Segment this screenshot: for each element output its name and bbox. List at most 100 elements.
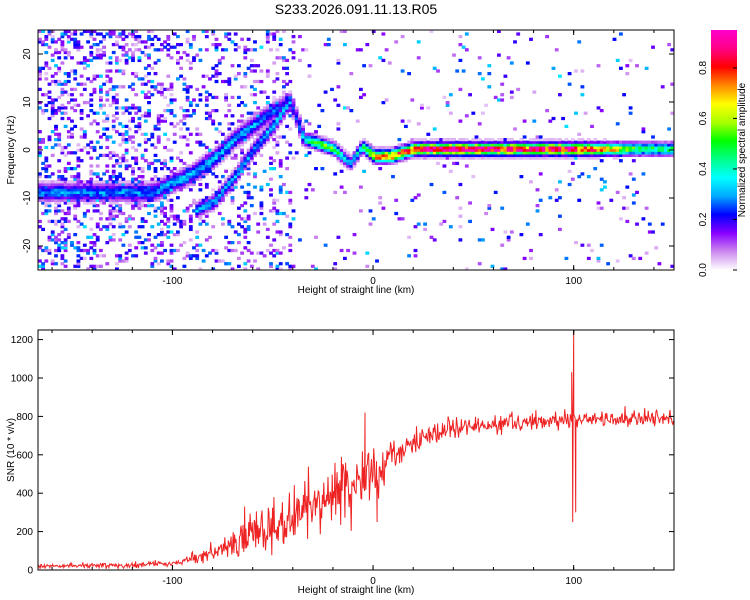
spectrogram-cell bbox=[70, 56, 74, 60]
spectrogram-cell bbox=[265, 119, 270, 123]
spectrogram-cell bbox=[150, 185, 155, 189]
spectrogram-cell bbox=[651, 140, 655, 144]
spectrogram-cell bbox=[57, 159, 62, 163]
spectrogram-cell bbox=[201, 201, 206, 205]
spectrogram-cell bbox=[95, 111, 100, 115]
spectrogram-cell bbox=[509, 138, 514, 142]
spectrogram-cell bbox=[326, 43, 331, 47]
spectrogram-cell bbox=[230, 156, 235, 160]
spectrogram-cell bbox=[227, 248, 232, 253]
spectrogram-cell bbox=[262, 132, 267, 136]
spectrogram-cell bbox=[86, 198, 91, 202]
spectrogram-cell bbox=[278, 103, 283, 107]
spectrogram-cell bbox=[92, 193, 97, 197]
spectrogram-cell bbox=[156, 58, 161, 63]
spectrogram-cell bbox=[670, 145, 674, 150]
spectrogram-cell bbox=[192, 175, 196, 179]
spectrogram-cell bbox=[224, 35, 229, 39]
spectrogram-cell bbox=[237, 143, 241, 147]
spectrogram-cell bbox=[362, 140, 367, 144]
spectrogram-cell bbox=[365, 264, 370, 268]
spectrogram-cell bbox=[57, 185, 62, 189]
spectrogram-cell bbox=[519, 175, 524, 179]
spectrogram-cell bbox=[57, 204, 62, 208]
spectrogram-cell bbox=[249, 153, 254, 158]
spectrogram-cell bbox=[635, 145, 639, 150]
spectrogram-cell bbox=[265, 30, 270, 34]
spectrogram-cell bbox=[54, 235, 58, 239]
spectrogram-cell bbox=[227, 177, 232, 181]
spectrogram-cell bbox=[147, 37, 151, 41]
spectrogram-cell bbox=[134, 111, 139, 115]
spectrogram-cell bbox=[612, 143, 617, 147]
spectrogram-cell bbox=[153, 185, 158, 189]
spectrogram-cell bbox=[278, 262, 283, 266]
spectrogram-cell bbox=[73, 37, 78, 41]
spectrogram-cell bbox=[131, 145, 135, 150]
spectrogram-cell bbox=[397, 217, 402, 221]
spectrogram-cell bbox=[474, 156, 479, 160]
spectrogram-cell bbox=[124, 35, 129, 39]
spectrogram-cell bbox=[275, 77, 280, 81]
spectrogram-cell bbox=[574, 153, 578, 158]
spectrogram-cell bbox=[102, 50, 107, 55]
spectrogram-cell bbox=[400, 156, 405, 160]
spectrogram-cell bbox=[92, 201, 97, 205]
spectrogram-cell bbox=[359, 145, 363, 150]
spectrogram-cell bbox=[423, 153, 428, 158]
spectrogram-cell bbox=[57, 182, 62, 187]
spectrogram-cell bbox=[118, 69, 123, 73]
spectrogram-cell bbox=[38, 188, 42, 192]
spectrogram-cell bbox=[124, 138, 129, 142]
spectrogram-cell bbox=[121, 32, 126, 36]
spectrogram-cell bbox=[211, 201, 216, 205]
spectrogram-cell bbox=[262, 90, 267, 94]
spectrogram-cell bbox=[529, 148, 533, 152]
spectrogram-cell bbox=[105, 145, 110, 150]
spectrogram-cell bbox=[195, 167, 200, 171]
spectrogram-cell bbox=[657, 148, 662, 152]
spectrogram-cell bbox=[163, 233, 168, 237]
spectrogram-cell bbox=[131, 193, 135, 197]
spectrogram-cell bbox=[474, 135, 479, 139]
spectrogram-cell bbox=[362, 64, 367, 68]
spectrogram-cell bbox=[198, 48, 203, 52]
spectrogram-cell bbox=[124, 198, 129, 202]
spectrogram-cell bbox=[169, 259, 174, 263]
spectrogram-cell bbox=[131, 50, 135, 55]
spectrogram-cell bbox=[111, 30, 116, 34]
spectrogram-cell bbox=[79, 74, 84, 78]
spectrogram-cell bbox=[41, 43, 46, 47]
spectrogram-cell bbox=[105, 74, 110, 78]
spectrogram-cell bbox=[66, 40, 71, 44]
spectrogram-cell bbox=[288, 222, 293, 226]
colorbar-tick-label: 0.0 bbox=[698, 263, 709, 277]
spectrogram-cell bbox=[468, 143, 473, 147]
spectrogram-cell bbox=[79, 190, 84, 195]
spectrogram-cell bbox=[92, 241, 97, 245]
spectrogram-cell bbox=[172, 222, 177, 226]
spectrogram-cell bbox=[615, 143, 620, 147]
spectrogram-cell bbox=[272, 114, 277, 118]
spectrogram-cell bbox=[79, 182, 84, 187]
spectrogram-cell bbox=[63, 190, 68, 195]
spectrogram-cell bbox=[432, 156, 437, 160]
spectrogram-cell bbox=[278, 116, 283, 121]
spectrogram-cell bbox=[179, 177, 184, 181]
spectrogram-cell bbox=[603, 153, 607, 158]
spectrogram-cell bbox=[464, 164, 469, 168]
spectrogram-cell bbox=[111, 151, 116, 155]
spectrogram-cell bbox=[349, 109, 354, 113]
spectrogram-cell bbox=[137, 58, 142, 63]
spectrogram-cell bbox=[670, 151, 674, 155]
spectrogram-cell bbox=[137, 180, 142, 184]
spectrogram-cell bbox=[204, 164, 209, 168]
spectrogram-cell bbox=[89, 145, 94, 150]
spectrogram-cell bbox=[44, 50, 49, 55]
spectrogram-cell bbox=[163, 188, 168, 192]
spectrogram-cell bbox=[41, 267, 46, 270]
spectrogram-cell bbox=[551, 156, 556, 160]
spectrogram-cell bbox=[147, 95, 151, 100]
spectrogram-cell bbox=[92, 248, 97, 253]
spectrogram-cell bbox=[269, 122, 273, 126]
